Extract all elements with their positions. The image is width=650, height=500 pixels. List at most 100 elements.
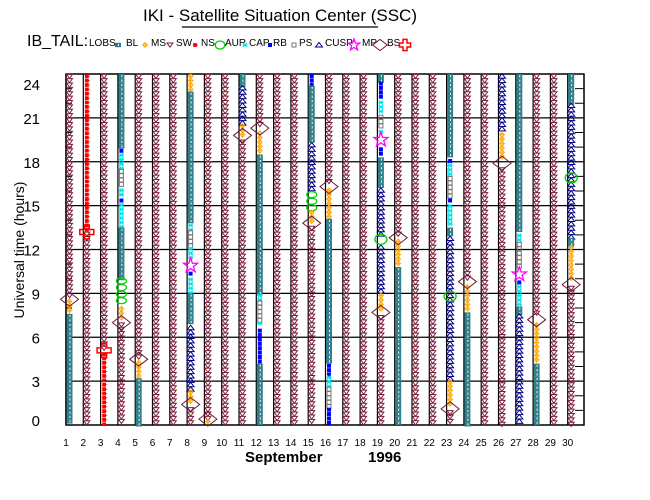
ms-mark (238, 178, 247, 185)
segment-aur (326, 375, 332, 389)
ms-mark (549, 244, 558, 251)
segment-cap (309, 74, 314, 87)
lobs-mark-dot (138, 383, 140, 386)
lobs-mark-dot (329, 338, 330, 341)
ms-mark (411, 214, 420, 220)
ms-mark (307, 295, 316, 302)
ms-mark (169, 279, 178, 286)
ms-mark (82, 363, 91, 369)
ms-mark (221, 262, 230, 268)
lobs-mark-dot (467, 375, 469, 378)
bs-marker (398, 38, 412, 52)
day-column-19 (371, 73, 391, 426)
ms-mark (480, 341, 489, 347)
ms-mark (411, 200, 420, 207)
lobs-mark-dot (519, 171, 521, 174)
ms-mark (394, 214, 403, 220)
legend-item-ns: NS (201, 38, 226, 50)
ms-mark (238, 398, 247, 404)
ms-mark (549, 135, 558, 141)
ms-mark (65, 78, 74, 84)
ms-mark (463, 227, 472, 233)
ms-mark (325, 121, 333, 128)
ms-mark (273, 91, 282, 97)
ms-mark (359, 139, 368, 146)
ms-mark (134, 130, 143, 137)
ms-mark (65, 126, 74, 132)
ms-mark (307, 383, 316, 390)
lobs-mark-dot (259, 160, 261, 163)
ms-mark (273, 253, 282, 260)
ms-mark (65, 240, 74, 246)
ms-mark (166, 42, 174, 49)
ms-mark (532, 187, 541, 194)
cap-mark (327, 420, 331, 425)
segment-ms (203, 73, 212, 422)
ms-mark (273, 143, 282, 150)
ms-mark (290, 380, 299, 387)
ms-mark (273, 236, 282, 242)
ms-mark (169, 411, 178, 418)
lobs-mark-dot (329, 263, 330, 266)
ms-mark (169, 200, 178, 207)
ms-mark (411, 178, 420, 185)
y-tick-label: 0 (32, 413, 40, 430)
lobs-mark-dot (121, 259, 123, 262)
day-column-22 (428, 73, 437, 426)
ms-mark (480, 183, 489, 189)
cap-mark (378, 81, 383, 86)
bl-mark-rays (135, 373, 142, 380)
lobs-mark-dot (190, 171, 192, 174)
ms-mark (411, 73, 420, 80)
ms-mark (307, 344, 316, 350)
ms-mark (498, 180, 506, 187)
ms-mark (359, 407, 368, 413)
ms-mark (342, 279, 351, 286)
ms-mark (203, 227, 212, 233)
sw-mark (84, 197, 90, 201)
ms-mark (394, 231, 403, 238)
ms-mark (169, 367, 178, 374)
ms-mark (463, 271, 472, 277)
ms-mark (290, 214, 299, 220)
ms-mark (498, 408, 506, 415)
rb-mark (326, 391, 332, 397)
ms-mark (342, 104, 351, 110)
ms-mark (82, 310, 91, 317)
lobs-mark-dot (190, 145, 192, 148)
lobs-mark-dot (467, 423, 469, 426)
lobs-mark-dot (519, 206, 521, 209)
lobs-mark-dot (259, 225, 261, 228)
ms-mark (411, 240, 420, 246)
ms-mark (221, 148, 230, 154)
ms-mark (359, 187, 368, 194)
segment-ms (359, 73, 368, 426)
ms-mark (376, 332, 385, 339)
ms-mark (549, 257, 558, 264)
ms-mark (411, 372, 420, 378)
lobs-mark-dot (519, 145, 521, 148)
ms-mark (238, 183, 247, 189)
ms-mark (463, 266, 472, 273)
legend-item-ms: MS (151, 38, 174, 49)
ms-mark (411, 157, 420, 163)
ms-mark (100, 174, 109, 181)
ms-mark (307, 392, 316, 399)
lobs-mark-dot (190, 158, 192, 161)
ms-mark (152, 310, 160, 317)
ms-mark (428, 372, 437, 378)
ms-mark (221, 253, 230, 260)
lobs-mark-dot (69, 407, 71, 410)
ms-mark (152, 393, 160, 400)
ms-mark (117, 392, 126, 399)
ms-mark (307, 322, 316, 328)
ms-mark (532, 170, 541, 176)
ms-mark (100, 310, 109, 317)
ms-mark (480, 275, 489, 282)
ms-mark (342, 117, 351, 124)
day-column-28 (526, 73, 547, 426)
sw-mark (84, 148, 90, 153)
ms-mark (376, 367, 385, 374)
ms-mark (549, 218, 558, 225)
ms-mark (549, 200, 558, 207)
